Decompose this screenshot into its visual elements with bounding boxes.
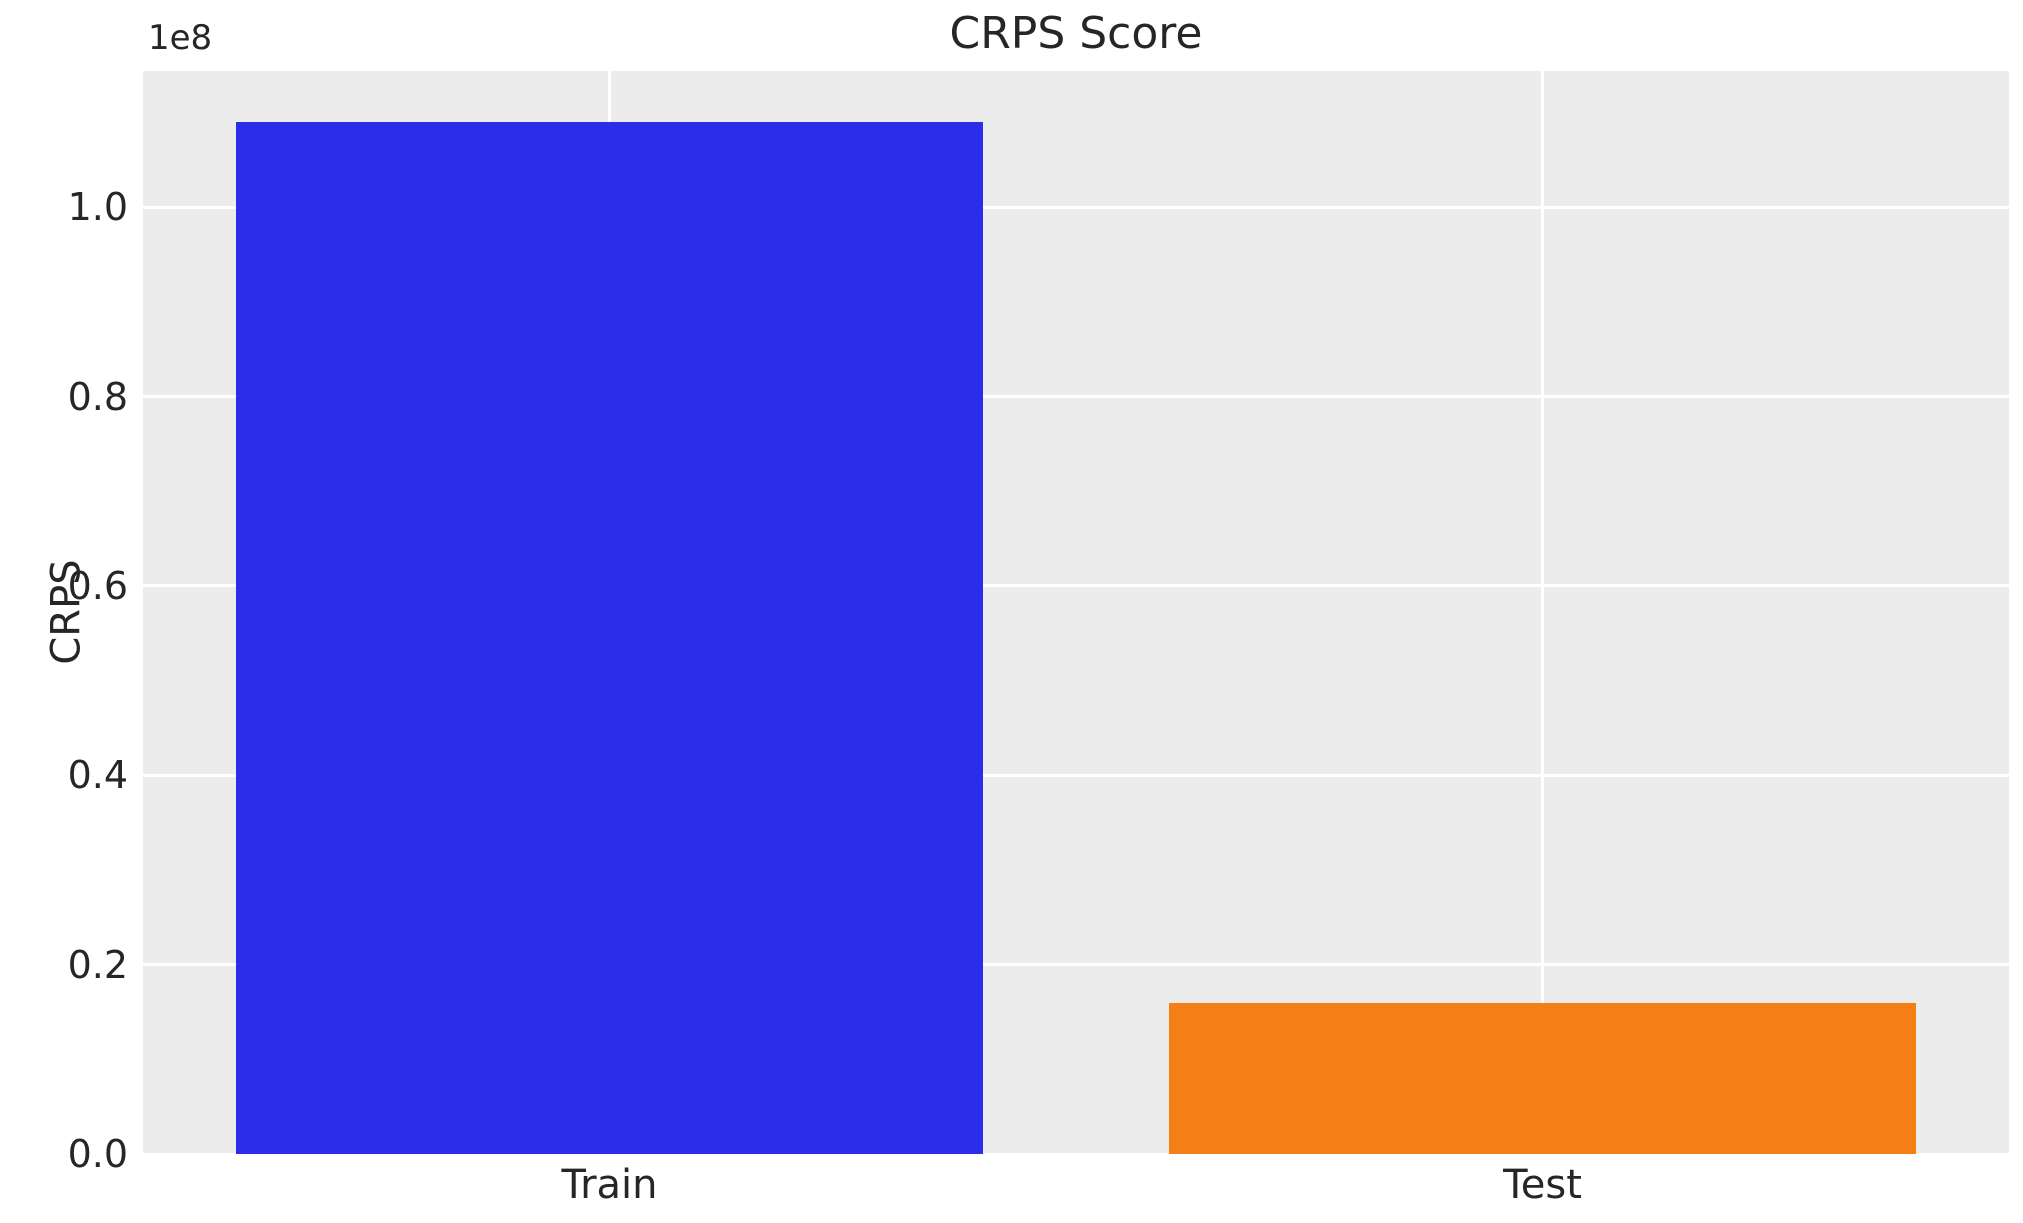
y-tick-label: 0.2 — [67, 942, 128, 987]
gridline-vertical — [1541, 71, 1544, 1154]
y-axis-offset-label: 1e8 — [148, 18, 213, 58]
gridline-horizontal — [143, 773, 2009, 777]
y-tick-label: 0.4 — [67, 753, 128, 798]
bar-train — [236, 122, 983, 1154]
y-tick-label: 0.6 — [67, 563, 128, 608]
y-tick-label: 1.0 — [67, 185, 128, 230]
gridline-horizontal — [143, 1152, 2009, 1156]
gridline-horizontal — [143, 963, 2009, 967]
plot-area — [143, 71, 2009, 1156]
chart-title: CRPS Score — [949, 8, 1203, 59]
bar-test — [1169, 1002, 1916, 1154]
x-tick-label-test: Test — [1503, 1162, 1582, 1208]
gridline-horizontal — [143, 584, 2009, 588]
gridline-horizontal — [143, 395, 2009, 399]
x-tick-label-train: Train — [561, 1162, 658, 1208]
y-tick-label: 0.0 — [67, 1132, 128, 1176]
gridline-horizontal — [143, 205, 2009, 209]
y-tick-label: 0.8 — [67, 374, 128, 419]
